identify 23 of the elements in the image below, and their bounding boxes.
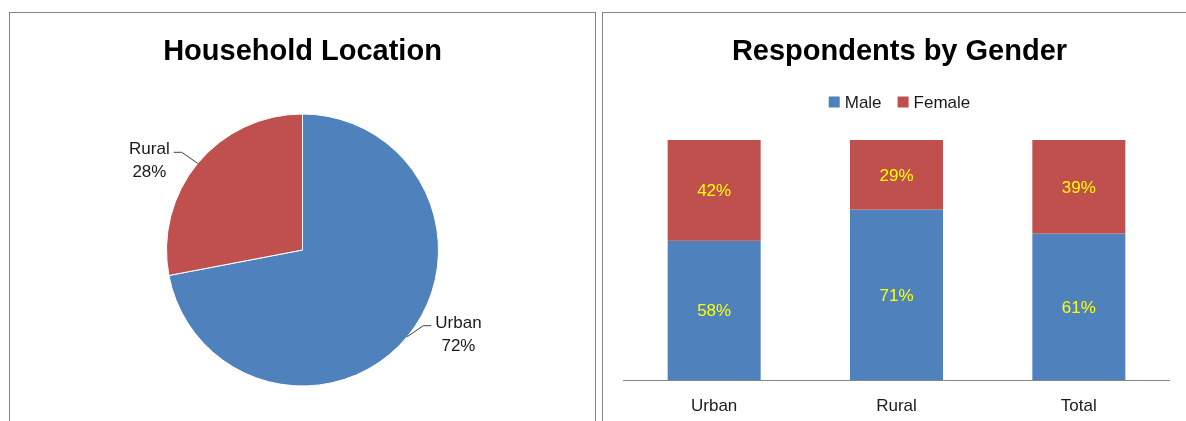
x-tick-label: Urban (691, 395, 738, 415)
bar (850, 209, 943, 380)
chart-title: Household Location (163, 34, 442, 66)
x-tick-label: Rural (876, 395, 917, 415)
bar (667, 240, 761, 380)
data-label: 61% (1061, 297, 1096, 317)
bar (850, 140, 943, 210)
bar (1032, 140, 1126, 234)
data-label: 71% (879, 285, 914, 305)
bar (667, 140, 761, 241)
legend-label: Male (844, 92, 882, 112)
slice-label: Rural (129, 138, 170, 158)
data-label: 72% (441, 335, 476, 355)
data-label: 58% (697, 300, 732, 320)
data-label: 29% (879, 165, 914, 185)
legend-label: Female (913, 92, 971, 112)
data-label: 42% (697, 180, 732, 200)
bar (1032, 233, 1126, 380)
data-label: 28% (132, 161, 167, 181)
slice-label: Urban (435, 312, 482, 332)
x-tick-label: Total (1060, 395, 1097, 415)
data-label: 39% (1061, 177, 1096, 197)
chart-title: Respondents by Gender (731, 34, 1068, 66)
